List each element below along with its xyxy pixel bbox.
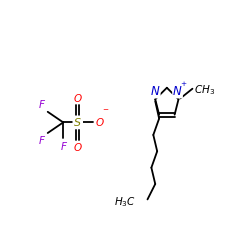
Text: $^-$: $^-$ xyxy=(102,107,110,117)
Text: $O$: $O$ xyxy=(95,116,104,128)
Text: $N$: $N$ xyxy=(150,85,160,98)
Text: $^+$: $^+$ xyxy=(179,82,188,92)
Text: $F$: $F$ xyxy=(38,98,46,110)
Text: $F$: $F$ xyxy=(38,134,46,146)
Text: $F$: $F$ xyxy=(60,140,68,152)
Text: $N$: $N$ xyxy=(172,85,183,98)
Text: $S$: $S$ xyxy=(74,116,82,128)
Text: $O$: $O$ xyxy=(73,92,83,104)
Text: $CH_3$: $CH_3$ xyxy=(194,83,215,96)
Text: $O$: $O$ xyxy=(73,141,83,153)
Text: $H_3C$: $H_3C$ xyxy=(114,196,136,209)
